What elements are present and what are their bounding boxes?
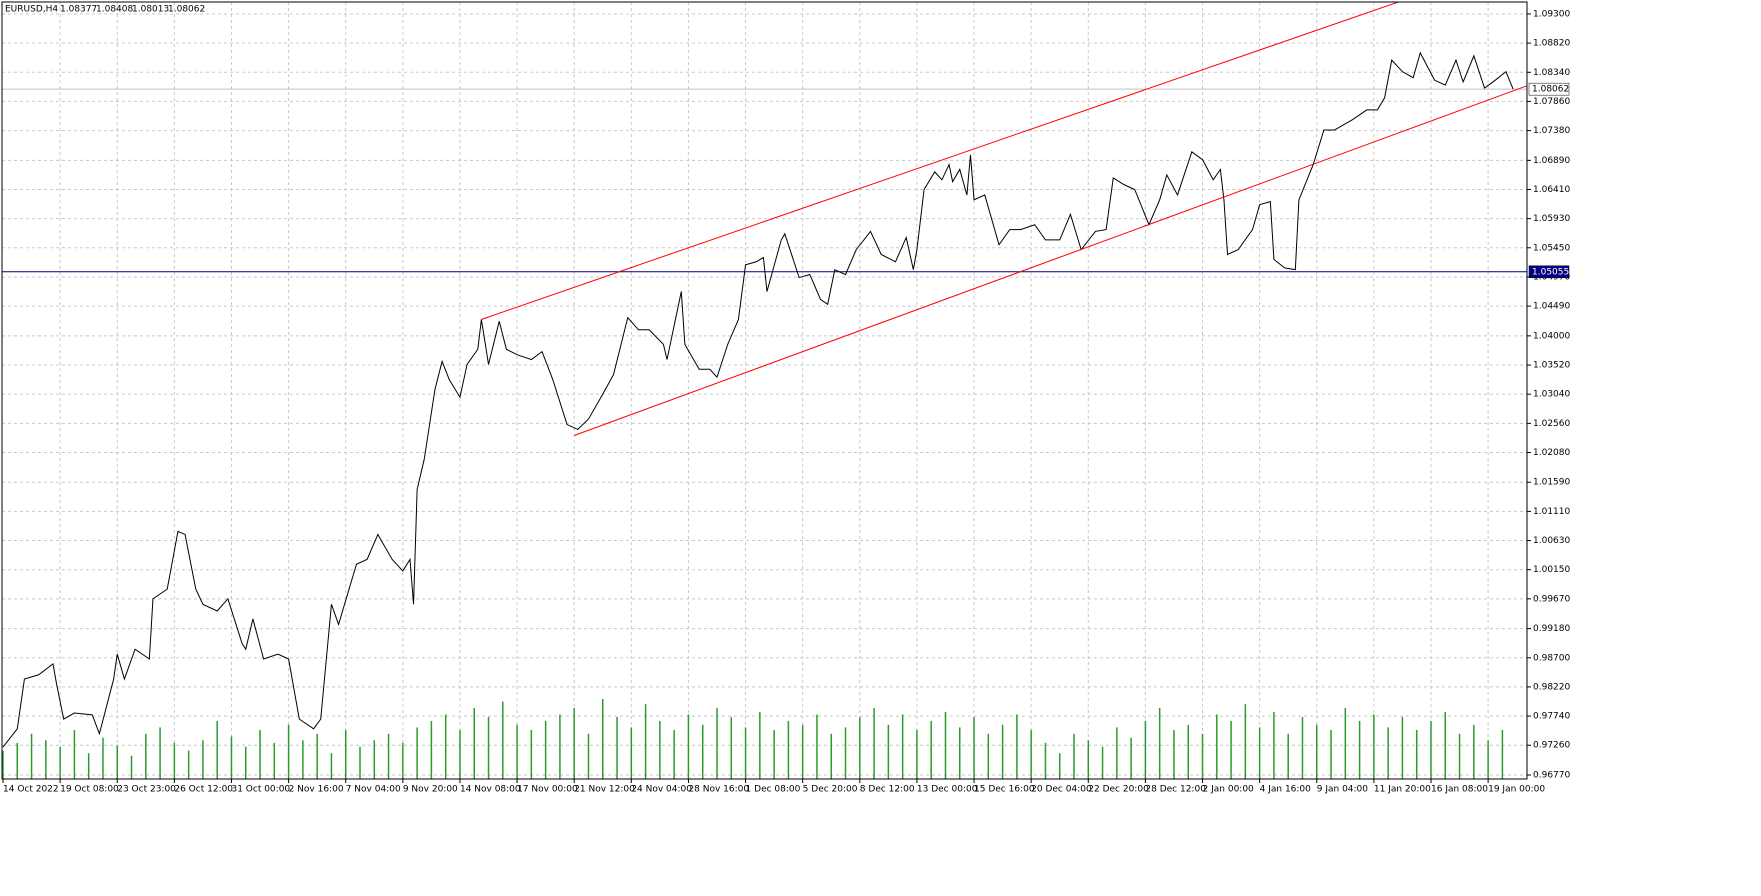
- x-tick-label: 23 Oct 23:00: [117, 785, 176, 795]
- y-tick-label: 1.06410: [1533, 185, 1570, 195]
- x-tick-label: 16 Jan 08:00: [1431, 785, 1488, 795]
- y-tick-label: 1.02560: [1533, 419, 1570, 429]
- y-tick-label: 0.97740: [1533, 712, 1570, 722]
- x-tick-label: 4 Jan 16:00: [1260, 785, 1312, 795]
- x-tick-label: 28 Nov 16:00: [688, 785, 749, 795]
- price-label: 1.08062: [1532, 85, 1569, 95]
- x-tick-label: 11 Jan 20:00: [1374, 785, 1431, 795]
- ohlc-close: 1.08062: [168, 5, 205, 15]
- price-line: [2, 51, 1514, 748]
- y-tick-label: 1.05450: [1533, 243, 1570, 253]
- y-tick-label: 1.03520: [1533, 361, 1570, 371]
- channel-line: [481, 2, 1400, 320]
- y-tick-label: 1.00630: [1533, 536, 1570, 546]
- x-tick-label: 19 Jan 00:00: [1488, 785, 1545, 795]
- y-tick-label: 1.08340: [1533, 68, 1570, 78]
- y-tick-label: 0.99180: [1533, 624, 1570, 634]
- y-tick-label: 1.07860: [1533, 97, 1570, 107]
- symbol: EURUSD,H4: [5, 5, 58, 15]
- x-tick-label: 9 Nov 20:00: [403, 785, 458, 795]
- y-tick-label: 0.98220: [1533, 682, 1570, 692]
- x-tick-label: 17 Nov 00:00: [517, 785, 578, 795]
- y-tick-label: 1.01590: [1533, 478, 1570, 488]
- x-tick-label: 7 Nov 04:00: [346, 785, 401, 795]
- x-tick-label: 5 Dec 20:00: [803, 785, 858, 795]
- y-tick-label: 1.09300: [1533, 9, 1570, 19]
- x-tick-label: 21 Nov 12:00: [574, 785, 635, 795]
- plot-frame: [1, 1, 1528, 780]
- header: EURUSD,H4 1.08377 1.08408 1.08013 1.0806…: [5, 5, 205, 15]
- price-label: 1.05055: [1532, 267, 1569, 277]
- y-tick-label: 1.03040: [1533, 390, 1570, 400]
- channel-line: [574, 85, 1527, 436]
- y-tick-label: 1.01110: [1533, 507, 1570, 517]
- y-tick-label: 0.96770: [1533, 770, 1570, 780]
- x-tick-label: 31 Oct 00:00: [231, 785, 290, 795]
- price-label-box: [1528, 82, 1570, 96]
- x-tick-label: 9 Jan 04:00: [1317, 785, 1369, 795]
- x-tick-label: 19 Oct 08:00: [60, 785, 119, 795]
- price-label-box: [1528, 265, 1570, 279]
- ohlc-low: 1.08013: [132, 5, 169, 15]
- y-tick-label: 0.97260: [1533, 741, 1570, 751]
- x-tick-label: 2 Nov 16:00: [289, 785, 344, 795]
- y-tick-label: 1.05930: [1533, 214, 1570, 224]
- y-tick-label: 0.98700: [1533, 653, 1570, 663]
- plot: [2, 2, 1527, 748]
- y-tick-label: 1.00150: [1533, 565, 1570, 575]
- x-tick-label: 28 Dec 12:00: [1145, 785, 1206, 795]
- ohlc-open: 1.08377: [60, 5, 97, 15]
- grid: [2, 2, 1527, 779]
- y-tick-label: 1.08820: [1533, 39, 1570, 49]
- y-tick-label: 1.04000: [1533, 331, 1570, 341]
- x-tick-label: 2 Jan 00:00: [1203, 785, 1255, 795]
- y-tick-label: 1.04490: [1533, 302, 1570, 312]
- ohlc-high: 1.08408: [96, 5, 133, 15]
- x-tick-label: 20 Dec 04:00: [1031, 785, 1092, 795]
- axes: 1.09300 1.08820 1.08340 1.07860 1.07380 1.068…: [2, 9, 1570, 795]
- x-tick-label: 8 Dec 12:00: [860, 785, 915, 795]
- y-tick-label: 1.02080: [1533, 448, 1570, 458]
- x-tick-label: 24 Nov 04:00: [631, 785, 692, 795]
- y-tick-label: 1.06890: [1533, 156, 1570, 166]
- x-tick-label: 14 Oct 2022: [3, 785, 59, 795]
- y-tick-label: 1.07380: [1533, 126, 1570, 136]
- x-tick-label: 26 Oct 12:00: [174, 785, 233, 795]
- volume: [2, 699, 1504, 779]
- y-tick-label: 0.99670: [1533, 594, 1570, 604]
- x-tick-label: 13 Dec 00:00: [917, 785, 978, 795]
- x-tick-label: 14 Nov 08:00: [460, 785, 521, 795]
- x-tick-label: 1 Dec 08:00: [746, 785, 801, 795]
- x-tick-label: 22 Dec 20:00: [1088, 785, 1149, 795]
- x-tick-label: 15 Dec 16:00: [974, 785, 1035, 795]
